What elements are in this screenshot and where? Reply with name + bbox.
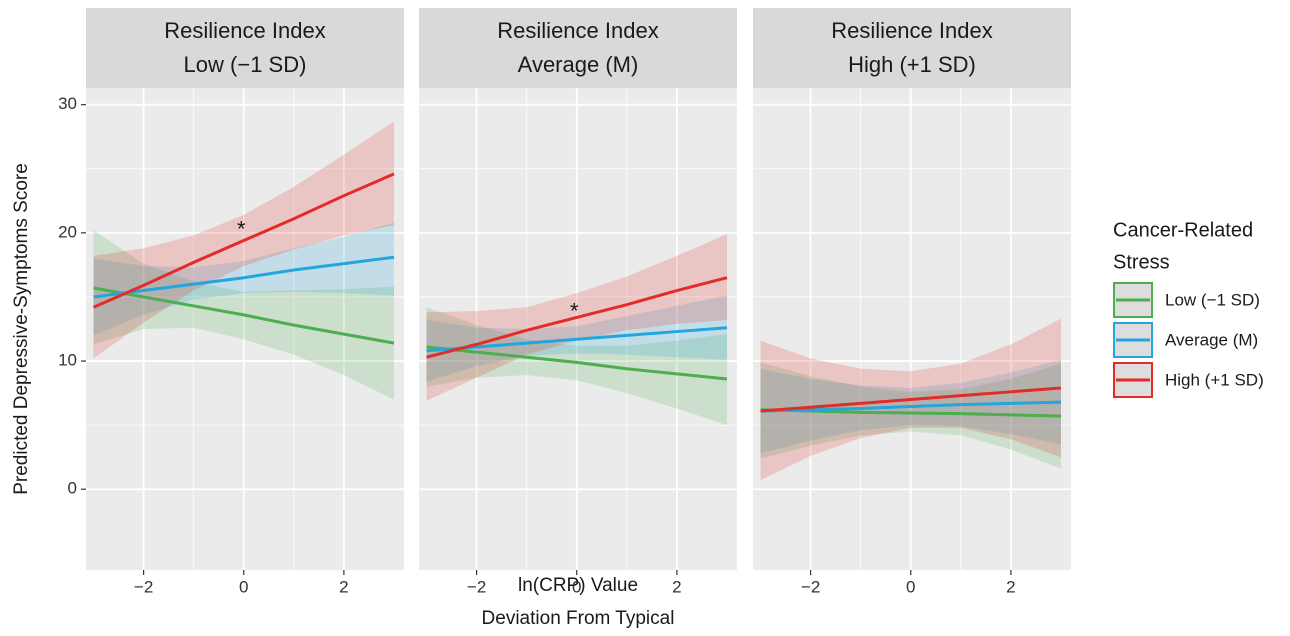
ribbon bbox=[760, 362, 1061, 469]
strip-label: Resilience Index bbox=[497, 18, 658, 43]
strip-label: Average (M) bbox=[518, 52, 639, 77]
y-tick-label: 10 bbox=[58, 351, 77, 370]
y-tick-label: 30 bbox=[58, 94, 77, 113]
x-tick-label: −2 bbox=[134, 577, 153, 596]
strip-label: High (+1 SD) bbox=[848, 52, 976, 77]
strip-label: Resilience Index bbox=[164, 18, 325, 43]
line bbox=[93, 255, 395, 299]
strip-label: Resilience Index bbox=[831, 18, 992, 43]
strip bbox=[86, 8, 404, 88]
x-axis-label: Deviation From Typical bbox=[482, 608, 675, 629]
annotation: * bbox=[570, 299, 579, 324]
line bbox=[426, 345, 728, 381]
y-axis-label: Predicted Depressive-Symptoms Score bbox=[11, 163, 32, 495]
x-axis-label: ln(CRP) Value bbox=[518, 575, 638, 596]
panel bbox=[753, 88, 1071, 570]
x-tick-label: −2 bbox=[467, 577, 486, 596]
legend-title: Stress bbox=[1113, 251, 1170, 273]
x-tick-label: 2 bbox=[672, 577, 681, 596]
line bbox=[92, 172, 395, 309]
legend-label: Average (M) bbox=[1165, 330, 1258, 349]
y-tick-label: 0 bbox=[68, 479, 77, 498]
line bbox=[760, 400, 1062, 413]
legend-title: Cancer-Related bbox=[1113, 219, 1253, 241]
annotation: * bbox=[237, 217, 246, 242]
strip bbox=[753, 8, 1071, 88]
strip bbox=[419, 8, 737, 88]
line bbox=[93, 286, 395, 345]
y-tick-label: 20 bbox=[58, 222, 77, 241]
line bbox=[760, 386, 1062, 413]
x-tick-label: −2 bbox=[801, 577, 820, 596]
legend-label: Low (−1 SD) bbox=[1165, 290, 1260, 309]
strip-label: Low (−1 SD) bbox=[184, 52, 307, 77]
x-tick-label: 0 bbox=[572, 577, 581, 596]
line bbox=[426, 276, 728, 359]
x-tick-label: 2 bbox=[1006, 577, 1015, 596]
x-tick-label: 2 bbox=[339, 577, 348, 596]
x-tick-label: 0 bbox=[239, 577, 248, 596]
legend-label: High (+1 SD) bbox=[1165, 370, 1264, 389]
line bbox=[426, 326, 728, 353]
x-tick-label: 0 bbox=[906, 577, 915, 596]
